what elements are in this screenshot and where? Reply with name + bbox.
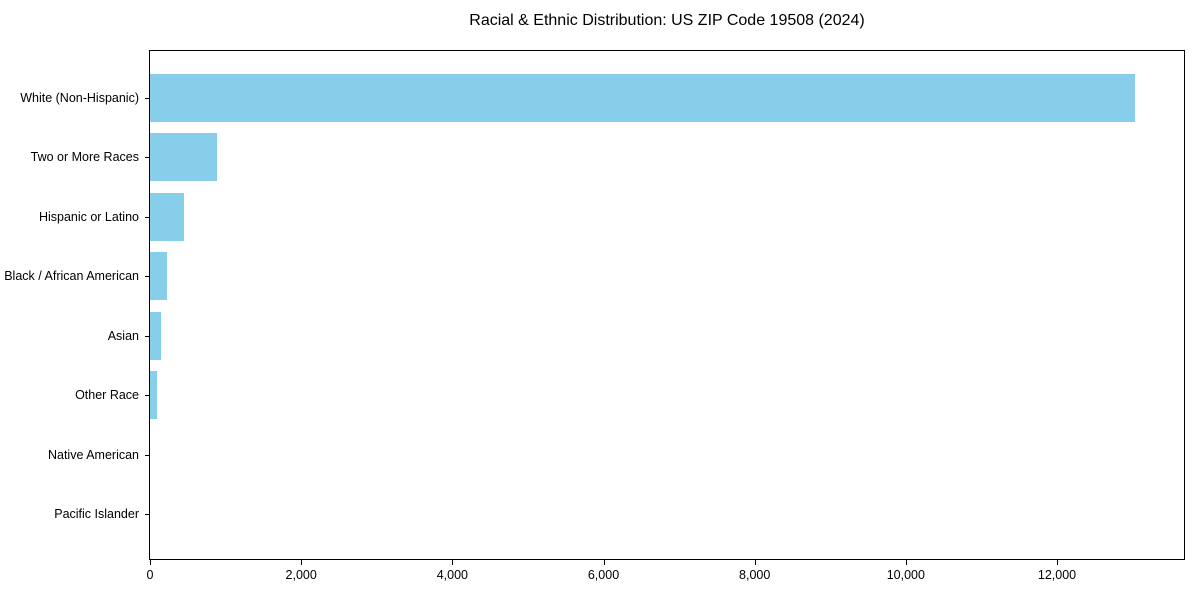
x-tick-mark [754, 560, 756, 565]
x-tick-label-12-000: 12,000 [1037, 568, 1077, 582]
y-tick-label-two-or-more-races: Two or More Races [30, 150, 139, 165]
y-tick-mark [145, 514, 149, 515]
plot-area [149, 50, 1185, 560]
y-tick-label-asian: Asian [107, 328, 139, 343]
y-tick-mark [145, 395, 149, 397]
x-tick-label-10-000: 10,000 [886, 568, 925, 582]
x-tick-label-8-000: 8,000 [739, 568, 771, 582]
x-tick-mark [150, 560, 151, 565]
y-tick-mark [145, 335, 149, 337]
y-tick-mark [145, 98, 149, 99]
y-tick-label-black-african-american: Black / African American [4, 269, 139, 284]
bar-white-non-hispanic [150, 74, 1135, 122]
y-tick-mark [145, 216, 149, 218]
x-tick-label-0: 0 [146, 568, 154, 582]
y-tick-label-other-race: Other Race [75, 388, 139, 403]
y-tick-label-native-american: Native American [47, 447, 139, 462]
bar-black-african-american [150, 252, 167, 301]
y-tick-mark [145, 276, 149, 278]
bar-two-or-more-races [150, 133, 217, 182]
x-tick-mark [301, 560, 303, 565]
x-tick-mark [603, 560, 605, 565]
bar-asian [150, 311, 161, 360]
x-tick-mark [1057, 560, 1059, 565]
y-tick-mark [145, 454, 149, 456]
y-tick-mark [145, 157, 149, 159]
y-tick-label-hispanic-or-latino: Hispanic or Latino [38, 209, 139, 224]
x-tick-mark [905, 560, 907, 565]
chart-title: Racial & Ethnic Distribution: US ZIP Cod… [469, 12, 865, 29]
x-tick-label-6-000: 6,000 [587, 568, 620, 582]
bar-other-race [150, 371, 158, 420]
y-tick-label-pacific-islander: Pacific Islander [54, 507, 139, 521]
x-tick-label-4-000: 4,000 [436, 568, 468, 582]
bar-hispanic-or-latino [150, 192, 184, 241]
x-tick-mark [452, 560, 454, 565]
x-tick-label-2-000: 2,000 [285, 568, 317, 582]
y-tick-label-white-non-hispanic: White (Non-Hispanic) [20, 91, 139, 105]
